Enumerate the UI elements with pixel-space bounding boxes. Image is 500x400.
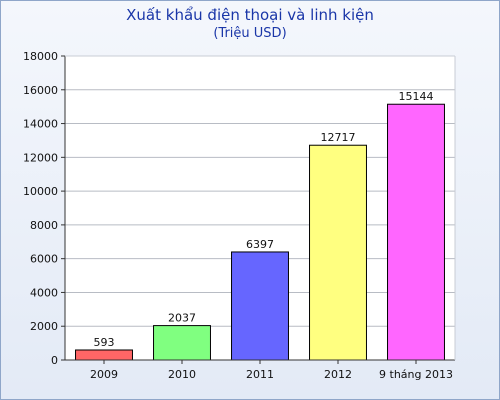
y-tick-label: 0 xyxy=(51,354,58,367)
x-tick-label: 2011 xyxy=(246,368,274,381)
y-tick-label: 14000 xyxy=(23,118,58,131)
bar-2011 xyxy=(231,251,289,361)
x-tick-label: 2010 xyxy=(168,368,196,381)
y-tick-label: 4000 xyxy=(30,286,58,299)
data-label: 12717 xyxy=(321,131,356,144)
y-tick-label: 6000 xyxy=(30,253,58,266)
chart-title: Xuất khẩu điện thoại và linh kiện xyxy=(126,6,374,24)
x-tick-label: 2012 xyxy=(324,368,352,381)
bar-2012 xyxy=(309,144,367,361)
labels: 0 2000 4000 6000 8000 10000 12000 14000 16000 180… xyxy=(23,50,453,381)
bar-2010 xyxy=(153,325,211,361)
axes xyxy=(61,55,456,364)
chart-subtitle: (Triệu USD) xyxy=(213,26,287,41)
y-tick-label: 10000 xyxy=(23,185,58,198)
x-tick-label: 2009 xyxy=(90,368,118,381)
bar-series xyxy=(75,103,445,361)
data-label: 593 xyxy=(94,336,115,349)
y-tick-label: 8000 xyxy=(30,219,58,232)
data-label: 15144 xyxy=(399,90,434,103)
x-tick-label: 9 tháng 2013 xyxy=(379,368,453,381)
bar-2009 xyxy=(75,349,133,361)
y-tick-label: 16000 xyxy=(23,84,58,97)
data-label: 2037 xyxy=(168,312,196,325)
bar-9-tháng-2013 xyxy=(387,103,445,361)
y-tick-label: 2000 xyxy=(30,320,58,333)
y-tick-label: 12000 xyxy=(23,151,58,164)
y-tick-label: 18000 xyxy=(23,50,58,63)
data-label: 6397 xyxy=(246,238,274,251)
